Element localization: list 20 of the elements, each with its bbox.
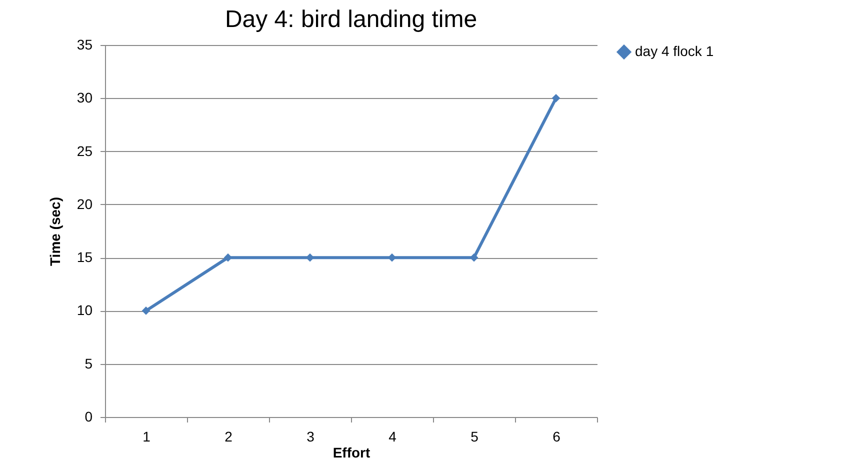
point: [142, 306, 150, 315]
y-tick-label: 0: [84, 408, 93, 424]
x-tick-label: 4: [388, 428, 397, 444]
y-tick-label: 10: [76, 302, 93, 318]
x-tick-label: 2: [224, 428, 233, 444]
legend-label: day 4 flock 1: [635, 43, 714, 59]
y-tick-label: 20: [76, 196, 93, 212]
y-tick-label: 30: [76, 90, 93, 106]
x-tick-label: 1: [142, 428, 151, 444]
chart-title: Day 4: bird landing time: [224, 6, 478, 33]
y-axis-title: Time (sec): [46, 197, 63, 266]
x-tick-label: 6: [552, 428, 561, 444]
x-tick-label: 3: [306, 428, 315, 444]
x-tick-label: 5: [470, 428, 479, 444]
x-axis-title: Effort: [332, 444, 370, 460]
y-tick-label: 15: [76, 249, 93, 266]
y-tick-label: 35: [76, 36, 93, 52]
y-tick-label: 5: [84, 355, 93, 372]
y-tick-label: 25: [76, 142, 93, 159]
point: [552, 94, 560, 102]
